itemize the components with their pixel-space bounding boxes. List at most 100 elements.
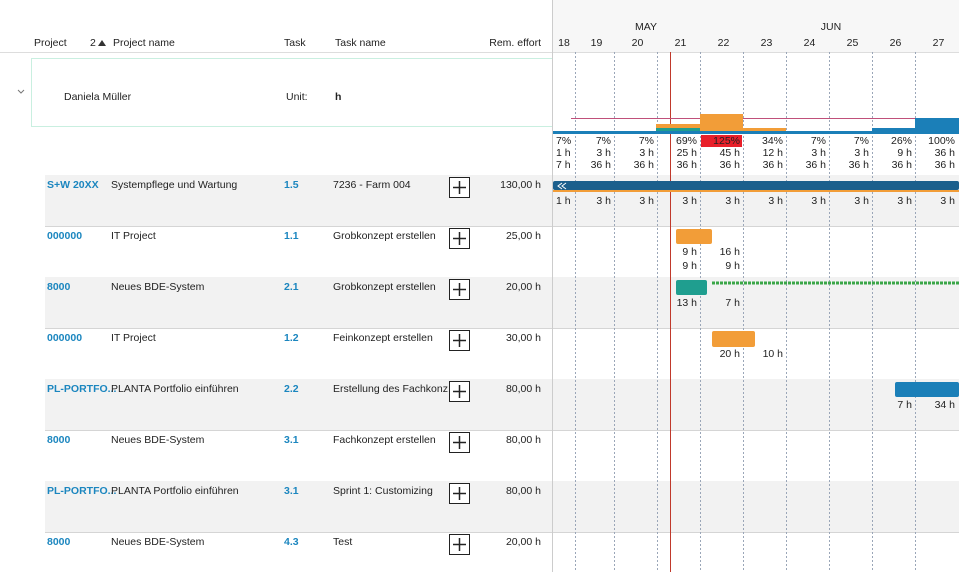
resource-box [31, 58, 553, 127]
summary-load-percent: 69% [676, 135, 697, 147]
gantt-planned-hours: 7 h [897, 399, 912, 411]
col-project-name: Project name [113, 37, 175, 49]
task-number[interactable]: 1.5 [284, 179, 299, 191]
summary-capacity-hours: 36 h [806, 159, 827, 171]
unit-label: Unit: [286, 91, 308, 103]
expand-plus [453, 538, 466, 551]
summary-load-percent: 7% [639, 135, 654, 147]
task-number[interactable]: 2.2 [284, 383, 299, 395]
task-name: 7236 - Farm 004 [333, 179, 411, 191]
gantt-planned-hours: 7 h [725, 297, 740, 309]
rem-effort: 25,00 h [506, 230, 541, 242]
task-name: Test [333, 536, 352, 548]
gantt-planned-hours: 3 h [596, 195, 611, 207]
gantt-planned-hours: 3 h [682, 195, 697, 207]
summary-load-percent: 100% [928, 135, 955, 147]
expand-plus [453, 283, 466, 296]
task-name: Grobkonzept erstellen [333, 281, 436, 293]
unit: h [335, 91, 341, 103]
day-label: 19 [591, 37, 603, 49]
project-code[interactable]: PL-PORTFO... [47, 383, 116, 395]
load-bar [743, 128, 786, 131]
gantt-actual-hours: 9 h [682, 260, 697, 272]
task-number[interactable]: 1.1 [284, 230, 299, 242]
task-bar [676, 280, 707, 295]
gantt-planned-hours: 3 h [940, 195, 955, 207]
project-code[interactable]: 000000 [47, 230, 82, 242]
summary-load-percent: 26% [891, 135, 912, 147]
rem-effort: 20,00 h [506, 281, 541, 293]
row-bg [45, 481, 959, 532]
task-number[interactable]: 3.1 [284, 434, 299, 446]
col-rem-effort: Rem. effort [489, 37, 541, 49]
gantt-planned-hours: 3 h [768, 195, 783, 207]
summary-capacity-hours: 36 h [935, 159, 956, 171]
project-name: PLANTA Portfolio einführen [111, 485, 239, 497]
scroll-left[interactable] [557, 182, 567, 190]
summary-load-percent: 7% [556, 135, 571, 147]
load-bar [656, 128, 700, 131]
summary-load-percent: 7% [811, 135, 826, 147]
load-bar [915, 118, 959, 131]
day-label: 24 [804, 37, 816, 49]
day-label: 23 [761, 37, 773, 49]
summary-capacity-hours: 7 h [556, 159, 571, 171]
project-code[interactable]: 8000 [47, 434, 71, 446]
task-number[interactable]: 1.2 [284, 332, 299, 344]
col-task-name: Task name [335, 37, 386, 49]
gantt-planned-hours: 34 h [935, 399, 956, 411]
sort-arrow[interactable] [98, 40, 106, 46]
sort-index: 2 [90, 37, 96, 49]
rem-effort: 80,00 h [506, 383, 541, 395]
summary-load-hours: 3 h [596, 147, 611, 159]
gantt-planned-hours: 16 h [720, 246, 741, 258]
task-number[interactable]: 4.3 [284, 536, 299, 548]
collapse-chevron[interactable] [17, 89, 25, 94]
summary-load-hours: 3 h [639, 147, 654, 159]
gantt-planned-hours: 1 h [556, 195, 571, 207]
gantt-planned-hours: 3 h [639, 195, 654, 207]
summary-load-hours: 45 h [720, 147, 741, 159]
row-bg [45, 379, 959, 430]
rem-effort: 30,00 h [506, 332, 541, 344]
rem-effort: 80,00 h [506, 485, 541, 497]
day-label: 18 [558, 37, 570, 49]
project-name: IT Project [111, 332, 156, 344]
row-bg [45, 277, 959, 328]
summary-load-hours: 1 h [556, 147, 571, 159]
summary-capacity-hours: 36 h [677, 159, 698, 171]
summary-capacity-hours: 36 h [720, 159, 741, 171]
expand-plus [453, 334, 466, 347]
expand-plus [453, 385, 466, 398]
project-code[interactable]: 8000 [47, 536, 71, 548]
task-number[interactable]: 2.1 [284, 281, 299, 293]
load-bar [700, 114, 743, 131]
gantt-planned-hours: 3 h [725, 195, 740, 207]
project-code[interactable]: S+W 20XX [47, 179, 99, 191]
project-code[interactable]: 8000 [47, 281, 71, 293]
project-code[interactable]: 000000 [47, 332, 82, 344]
task-number[interactable]: 3.1 [284, 485, 299, 497]
summary-load-hours: 3 h [854, 147, 869, 159]
task-name: Feinkonzept erstellen [333, 332, 433, 344]
project-name: Neues BDE-System [111, 536, 205, 548]
gantt-actual-hours: 9 h [725, 260, 740, 272]
task-bar [895, 382, 959, 397]
summary-load-percent: 7% [596, 135, 611, 147]
load-bar [872, 128, 915, 131]
summary-load-hours: 9 h [897, 147, 912, 159]
rem-effort: 130,00 h [500, 179, 541, 191]
task-bar-line [553, 190, 959, 192]
col-task: Task [284, 37, 306, 49]
task-name: Erstellung des Fachkonz... [333, 383, 457, 395]
project-code[interactable]: PL-PORTFO... [47, 485, 116, 497]
gantt-planned-hours: 13 h [677, 297, 698, 309]
gantt-header-bg [553, 0, 959, 52]
summary-capacity-hours: 36 h [763, 159, 784, 171]
summary-capacity-hours: 36 h [591, 159, 612, 171]
task-name: Sprint 1: Customizing [333, 485, 433, 497]
project-name: IT Project [111, 230, 156, 242]
task-name: Fachkonzept erstellen [333, 434, 436, 446]
